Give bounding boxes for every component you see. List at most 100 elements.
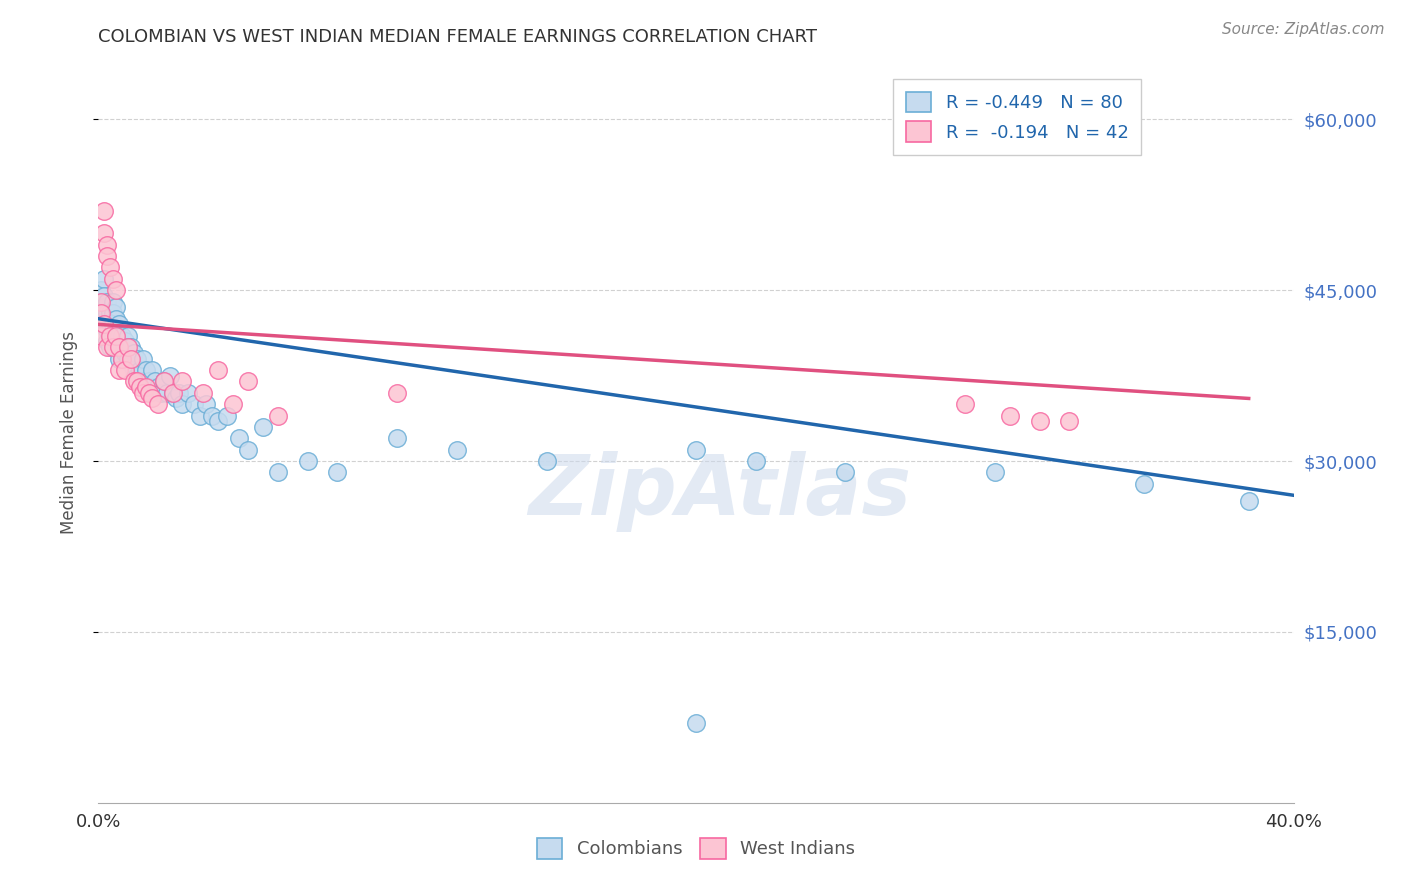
Point xyxy=(195,397,218,411)
Point xyxy=(103,340,125,354)
Point xyxy=(103,294,125,309)
Point xyxy=(96,237,118,252)
Point xyxy=(93,203,115,218)
Point xyxy=(108,363,131,377)
Point xyxy=(105,301,128,315)
Point xyxy=(172,375,194,389)
Point xyxy=(207,363,229,377)
Point xyxy=(177,385,200,400)
Point xyxy=(745,454,768,468)
Point xyxy=(120,340,142,354)
Point xyxy=(207,414,229,428)
Point xyxy=(96,249,118,263)
Point xyxy=(96,340,118,354)
Point xyxy=(93,289,115,303)
Point xyxy=(1028,414,1050,428)
Point xyxy=(201,409,224,423)
Y-axis label: Median Female Earnings: Median Female Earnings xyxy=(59,331,77,534)
Point xyxy=(124,363,146,377)
Point xyxy=(138,375,160,389)
Legend: Colombians, West Indians: Colombians, West Indians xyxy=(527,829,865,868)
Point xyxy=(120,357,142,371)
Point xyxy=(1059,414,1081,428)
Point xyxy=(90,306,112,320)
Point xyxy=(93,301,115,315)
Point xyxy=(165,392,187,406)
Point xyxy=(252,420,274,434)
Point xyxy=(105,311,128,326)
Point xyxy=(114,334,136,349)
Point xyxy=(267,409,290,423)
Point xyxy=(135,380,157,394)
Point xyxy=(93,318,115,332)
Point xyxy=(127,375,149,389)
Point xyxy=(536,454,558,468)
Point xyxy=(111,328,134,343)
Point xyxy=(135,363,157,377)
Point xyxy=(117,340,139,354)
Point xyxy=(156,385,179,400)
Point xyxy=(124,346,146,360)
Point xyxy=(150,385,173,400)
Point xyxy=(1237,494,1260,508)
Point xyxy=(236,375,259,389)
Point xyxy=(153,375,176,389)
Text: COLOMBIAN VS WEST INDIAN MEDIAN FEMALE EARNINGS CORRELATION CHART: COLOMBIAN VS WEST INDIAN MEDIAN FEMALE E… xyxy=(98,28,817,45)
Point xyxy=(141,392,163,406)
Point xyxy=(98,340,122,354)
Point xyxy=(148,380,170,394)
Text: ZipAtlas: ZipAtlas xyxy=(529,451,911,533)
Point xyxy=(159,368,181,383)
Point xyxy=(114,363,136,377)
Point xyxy=(103,306,125,320)
Point xyxy=(191,385,214,400)
Point xyxy=(105,334,128,349)
Point xyxy=(108,340,131,354)
Point xyxy=(385,385,409,400)
Point xyxy=(98,328,122,343)
Point xyxy=(129,363,152,377)
Point xyxy=(124,375,146,389)
Point xyxy=(148,397,170,411)
Point xyxy=(96,306,118,320)
Point xyxy=(103,272,125,286)
Point xyxy=(267,466,290,480)
Point xyxy=(90,283,112,297)
Point xyxy=(111,340,134,354)
Point xyxy=(127,368,149,383)
Point xyxy=(108,318,131,332)
Point xyxy=(141,363,163,377)
Point xyxy=(685,716,707,731)
Point xyxy=(446,442,468,457)
Point xyxy=(93,272,115,286)
Point xyxy=(138,385,160,400)
Point xyxy=(385,431,409,445)
Point xyxy=(90,328,112,343)
Point xyxy=(103,318,125,332)
Point xyxy=(105,328,128,343)
Point xyxy=(172,397,194,411)
Point xyxy=(685,442,707,457)
Point xyxy=(93,227,115,241)
Point xyxy=(117,340,139,354)
Point xyxy=(96,294,118,309)
Point xyxy=(326,466,349,480)
Point xyxy=(132,385,155,400)
Point xyxy=(90,294,112,309)
Point xyxy=(998,409,1021,423)
Point xyxy=(132,375,155,389)
Point xyxy=(120,351,142,366)
Point xyxy=(96,318,118,332)
Point xyxy=(228,431,250,445)
Point xyxy=(98,260,122,275)
Point xyxy=(162,385,184,400)
Point xyxy=(114,346,136,360)
Point xyxy=(108,340,131,354)
Point xyxy=(93,318,115,332)
Point xyxy=(105,283,128,297)
Point xyxy=(167,385,190,400)
Point xyxy=(834,466,856,480)
Point xyxy=(953,397,976,411)
Point xyxy=(162,385,184,400)
Point xyxy=(188,409,211,423)
